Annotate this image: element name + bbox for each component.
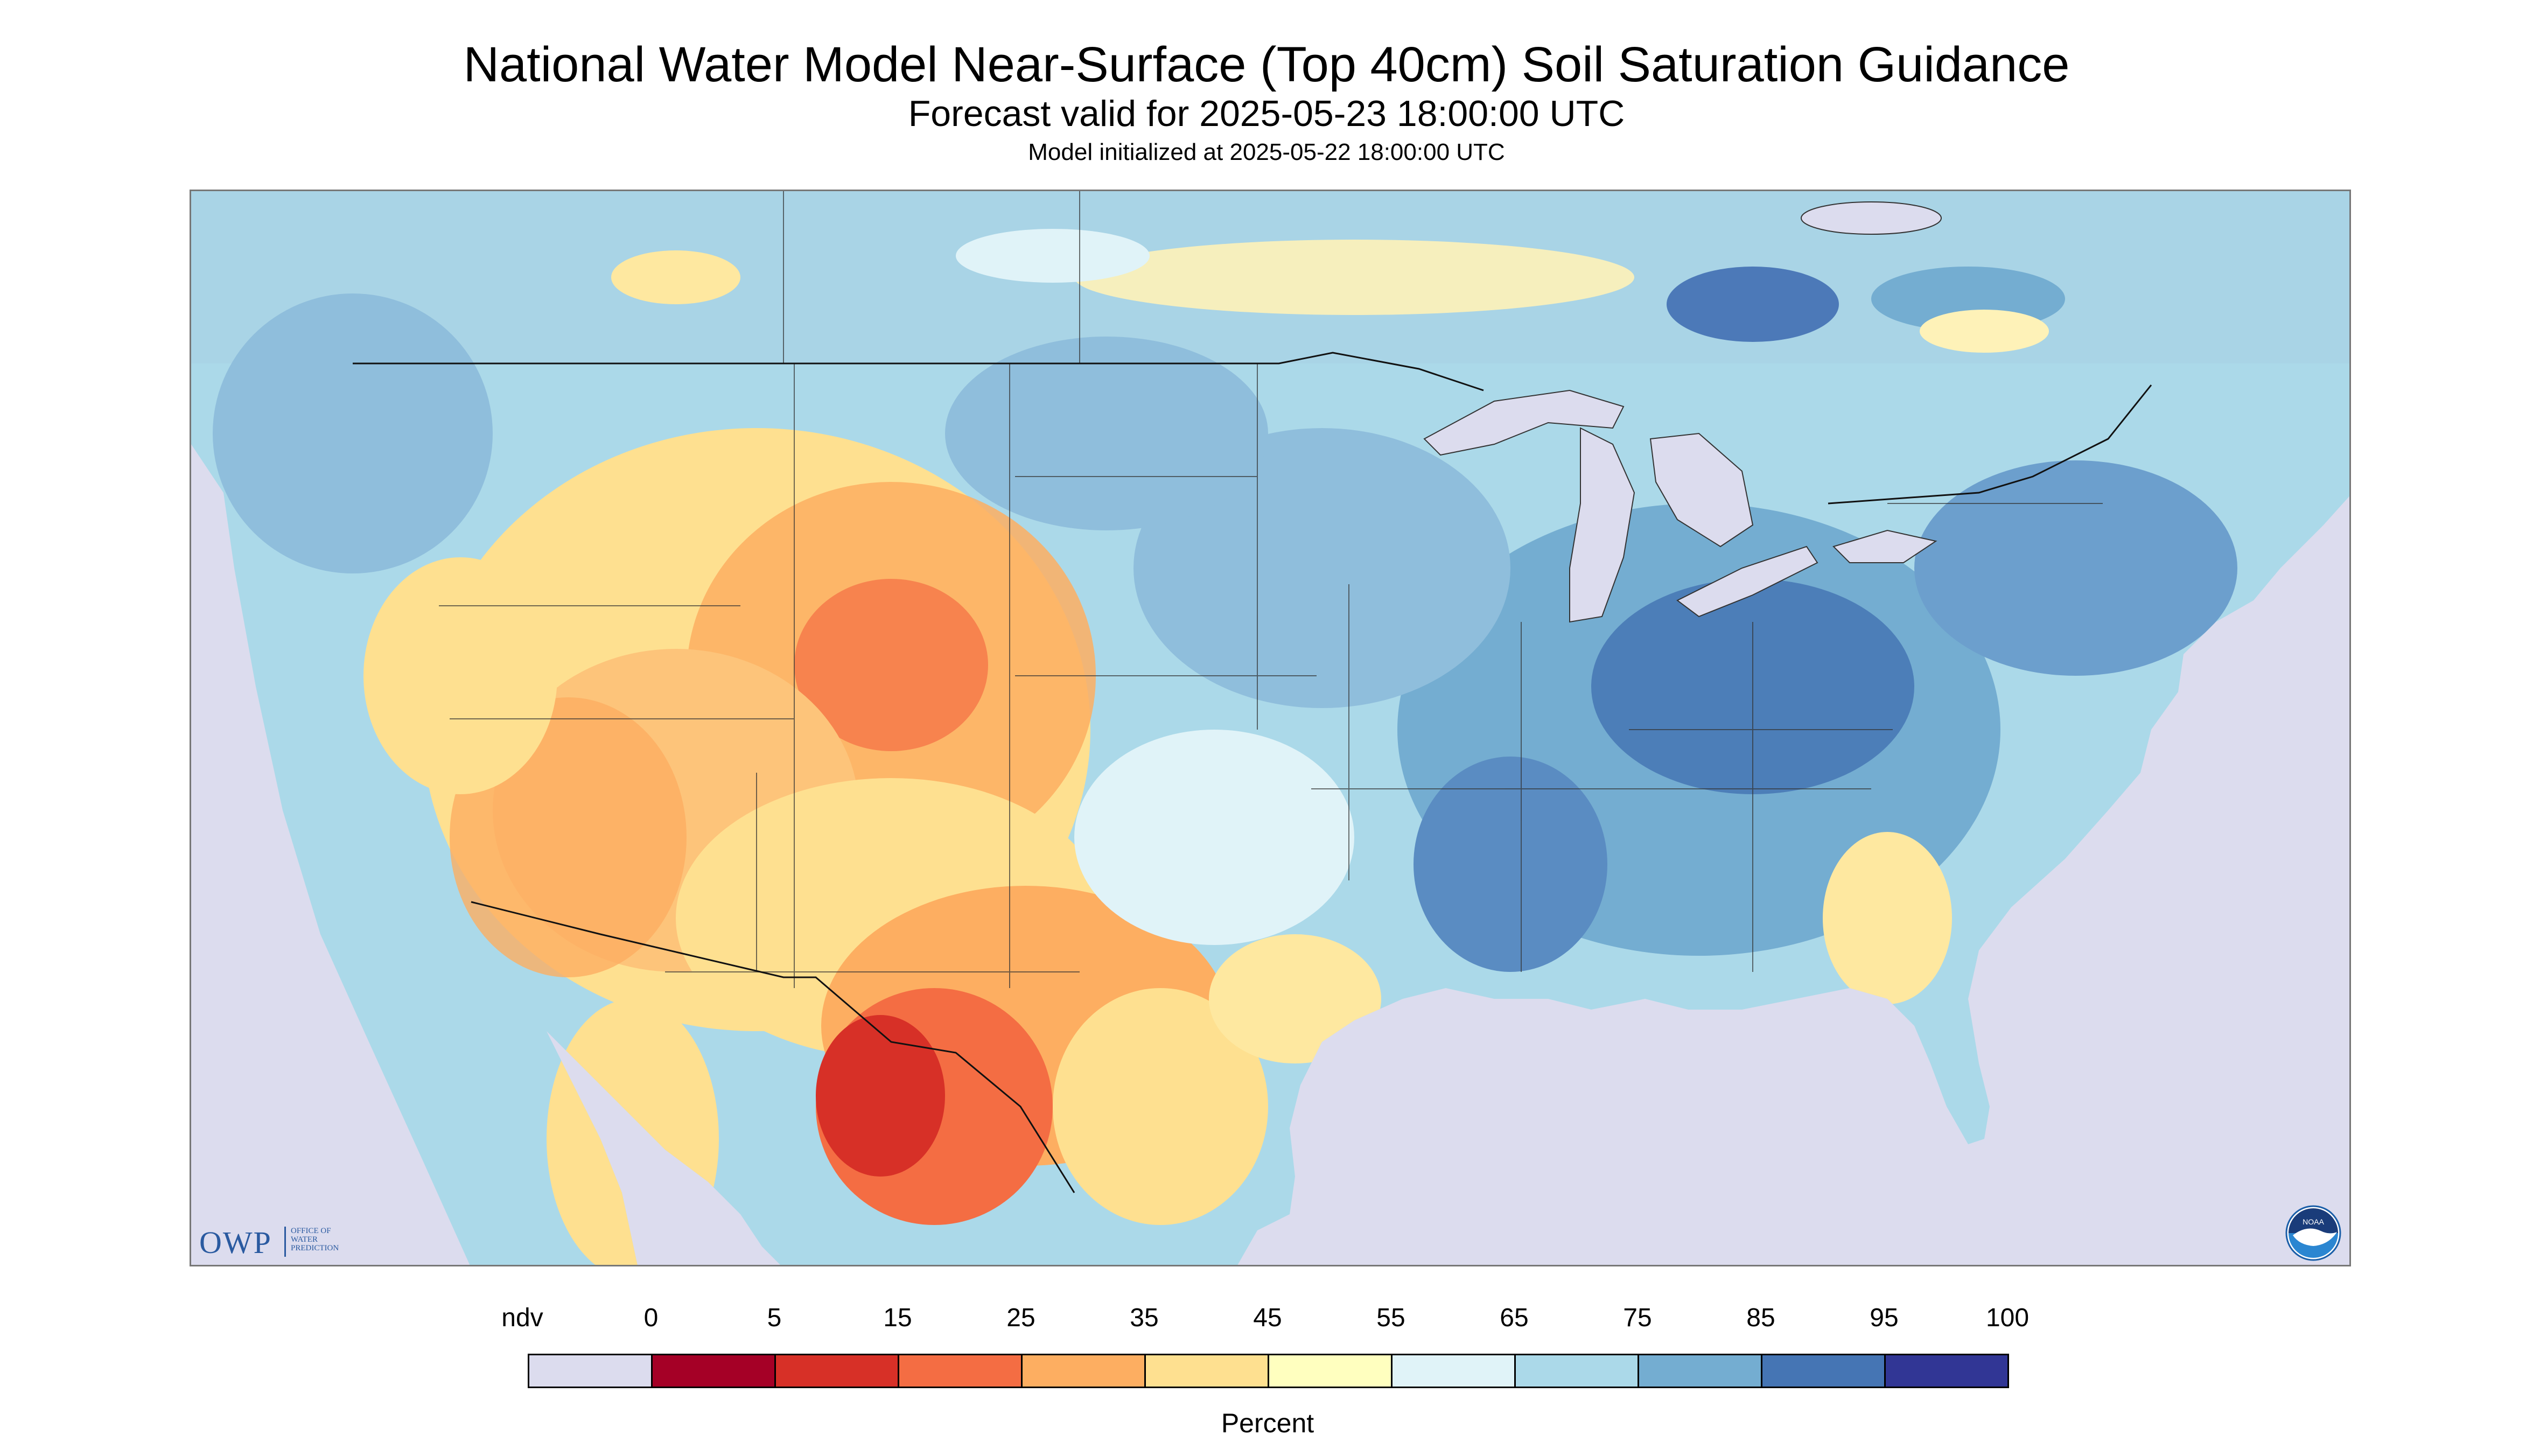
colorbar-tick-label: 65	[1500, 1304, 1529, 1332]
great-lakes	[1423, 201, 1942, 623]
colorbar-tick-label: 45	[1253, 1304, 1282, 1332]
forecast-valid-subtitle: Forecast valid for 2025-05-23 18:00:00 U…	[908, 93, 1625, 134]
noaa-logo: NOAA	[2285, 1205, 2341, 1261]
owp-logo: OWP OFFICE OF WATER PREDICTION	[199, 1222, 377, 1260]
colorbar-swatch	[1514, 1354, 1639, 1388]
colorbar-swatch	[651, 1354, 776, 1388]
colorbar-unit-label: Percent	[1221, 1408, 1314, 1438]
soil-saturation-map	[190, 190, 2351, 1266]
colorbar-swatch	[528, 1354, 653, 1388]
colorbar-tick-label: 75	[1623, 1304, 1652, 1332]
colorbar-swatch	[1884, 1354, 2009, 1388]
colorbar-swatch	[774, 1354, 899, 1388]
colorbar-swatch	[1638, 1354, 1762, 1388]
colorbar-swatch	[1144, 1354, 1269, 1388]
colorbar-tick-label: 25	[1006, 1304, 1035, 1332]
owp-logo-line-1: OFFICE OF	[291, 1227, 331, 1235]
national-borders	[353, 352, 2152, 1193]
owp-logo-divider	[284, 1227, 286, 1257]
colorbar-legend: ndv 0 5 15 25 35 45 55 65 75 85 95 100 Percent	[501, 1303, 2029, 1443]
owp-logo-text: OFFICE OF WATER PREDICTION	[291, 1227, 382, 1252]
colorbar-tick-label: 95	[1870, 1304, 1899, 1332]
chart-title: National Water Model Near-Surface (Top 4…	[463, 37, 2070, 92]
colorbar-tick-label: 100	[1985, 1304, 2030, 1332]
colorbar-swatch	[1268, 1354, 1393, 1388]
colorbar-swatch	[1391, 1354, 1516, 1388]
colorbar-swatch	[1761, 1354, 1886, 1388]
colorbar-tick-label: 85	[1746, 1304, 1775, 1332]
owp-logo-line-2: WATER	[291, 1235, 318, 1244]
owp-logo-letters: OWP	[199, 1225, 272, 1260]
colorbar-tick-label: 0	[643, 1304, 659, 1332]
colorbar-swatch	[898, 1354, 1023, 1388]
land-saturation-field	[191, 191, 2349, 1265]
colorbar-tick-label: 5	[767, 1304, 782, 1332]
colorbar-tick-label: 15	[883, 1304, 912, 1332]
colorbar-swatch	[1021, 1354, 1146, 1388]
colorbar-tick-label: ndv	[501, 1304, 543, 1332]
colorbar-tick-label: 35	[1130, 1304, 1159, 1332]
noaa-logo-text: NOAA	[2303, 1217, 2324, 1226]
owp-logo-line-3: PREDICTION	[291, 1244, 339, 1252]
map-canvas	[191, 191, 2349, 1265]
model-init-line: Model initialized at 2025-05-22 18:00:00…	[1028, 139, 1505, 165]
colorbar-tick-label: 55	[1376, 1304, 1405, 1332]
